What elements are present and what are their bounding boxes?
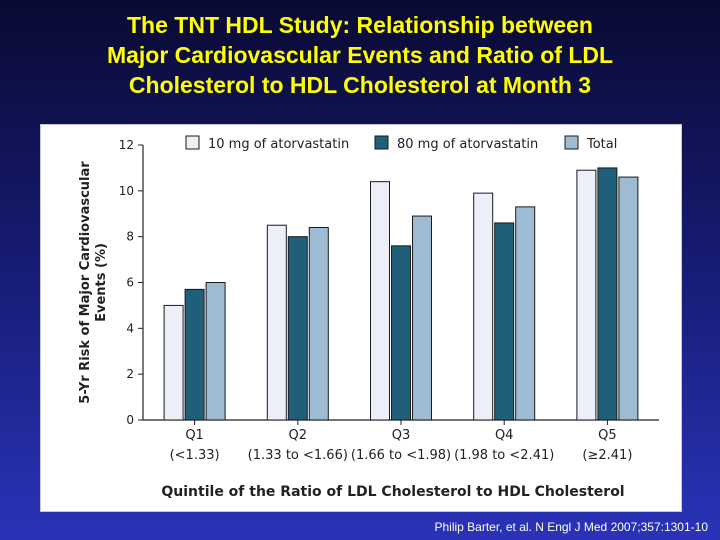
- x-tick-label: Q4: [495, 428, 514, 443]
- legend-swatch: [564, 135, 579, 150]
- title-line-1: The TNT HDL Study: Relationship between: [127, 12, 593, 38]
- bar: [184, 288, 205, 421]
- bar: [412, 215, 432, 421]
- x-tick-sublabel: (1.66 to <1.98): [351, 448, 451, 463]
- x-tick-label: Q1: [185, 428, 204, 443]
- y-axis-label: Events (%): [94, 243, 109, 322]
- y-tick-label: 6: [126, 276, 134, 290]
- bar: [266, 224, 287, 421]
- chart-panel: 0 2 4 6 8 10 12 5-Yr Risk of Major Cardiovascul…: [40, 124, 682, 512]
- y-tick-label: 2: [126, 367, 134, 381]
- bar: [576, 169, 597, 421]
- bar: [308, 227, 329, 421]
- bar: [494, 222, 515, 421]
- bar: [515, 206, 536, 421]
- bar-chart: 0 2 4 6 8 10 12 5-Yr Risk of Major Cardiovascul…: [78, 135, 659, 500]
- bar: [597, 167, 618, 421]
- x-tick-label: Q3: [392, 428, 411, 443]
- bar: [391, 245, 411, 421]
- legend-label: 80 mg of atorvastatin: [397, 137, 538, 152]
- x-tick-sublabel: (1.98 to <2.41): [454, 448, 554, 463]
- y-tick-label: 4: [126, 321, 134, 335]
- bar: [473, 192, 494, 421]
- x-tick-sublabel: (1.33 to <1.66): [248, 448, 348, 463]
- legend-swatch: [185, 135, 200, 150]
- slide-title: The TNT HDL Study: Relationship between …: [0, 10, 720, 100]
- y-axis-label: 5-Yr Risk of Major Cardiovascular: [78, 161, 93, 404]
- bar: [163, 304, 184, 421]
- legend-swatch: [374, 135, 389, 150]
- y-tick-label: 12: [119, 138, 134, 152]
- x-tick-label: Q2: [289, 428, 308, 443]
- x-tick-sublabel: (≥2.41): [582, 448, 632, 463]
- citation: Philip Barter, et al. N Engl J Med 2007;…: [434, 520, 708, 534]
- x-axis-label: Quintile of the Ratio of LDL Cholesterol…: [161, 484, 624, 500]
- bar: [205, 282, 226, 421]
- bar: [370, 181, 390, 421]
- y-tick-label: 8: [126, 230, 134, 244]
- x-tick-sublabel: (<1.33): [170, 448, 220, 463]
- title-line-2: Major Cardiovascular Events and Ratio of…: [106, 42, 614, 68]
- bar: [287, 236, 308, 421]
- y-tick-label: 0: [126, 413, 134, 427]
- y-tick-label: 10: [119, 184, 134, 198]
- legend-label: 10 mg of atorvastatin: [208, 137, 349, 152]
- legend-label: Total: [586, 137, 617, 152]
- bar: [618, 176, 639, 421]
- title-line-3: Cholesterol to HDL Cholesterol at Month …: [128, 72, 592, 98]
- x-tick-label: Q5: [598, 428, 617, 443]
